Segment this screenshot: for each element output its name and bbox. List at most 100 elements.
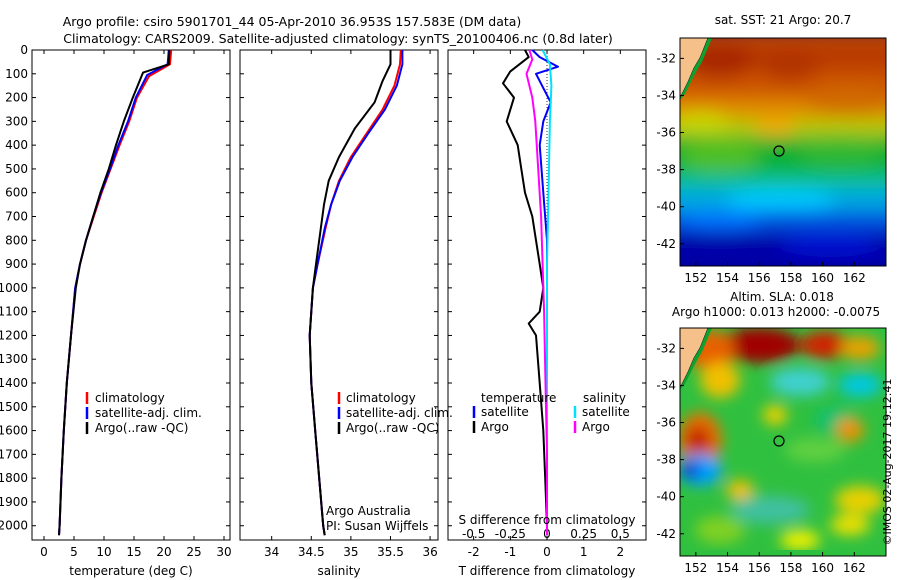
x-tick-label: 34 bbox=[264, 545, 279, 559]
series-line-salinity-argo bbox=[525, 49, 548, 536]
x-tick-label: 15 bbox=[126, 545, 141, 559]
difference-legend: temperature satellite Argo salinity sate… bbox=[472, 391, 630, 434]
temperature-axis-label: temperature (deg C) bbox=[69, 564, 192, 578]
legend-label-sal-argo: Argo bbox=[582, 420, 610, 434]
t-diff-tick-label: -2 bbox=[468, 545, 480, 559]
x-tick-label: 25 bbox=[186, 545, 201, 559]
depth-tick-label: 100 bbox=[5, 67, 28, 81]
s-diff-tick-label: -0.5 bbox=[462, 527, 485, 541]
depth-tick-label: 1400 bbox=[0, 376, 28, 390]
latitude-tick-label: -42 bbox=[656, 527, 676, 541]
s-diff-tick-label: -0.25 bbox=[495, 527, 526, 541]
x-tick-label: 20 bbox=[156, 545, 171, 559]
depth-tick-label: 1100 bbox=[0, 305, 28, 319]
latitude-tick-label: -40 bbox=[656, 490, 676, 504]
x-tick-label: 35.5 bbox=[377, 545, 404, 559]
depth-tick-label: 700 bbox=[5, 210, 28, 224]
legend-label-argo: Argo(..raw -QC) bbox=[95, 421, 188, 435]
depth-tick-label: 2000 bbox=[0, 519, 28, 533]
sst-heatmap bbox=[680, 38, 886, 266]
depth-tick-label: 1800 bbox=[0, 471, 28, 485]
t-diff-tick-label: -1 bbox=[504, 545, 516, 559]
depth-tick-label: 200 bbox=[5, 91, 28, 105]
sla-map-title: Altim. SLA: 0.018 bbox=[730, 290, 834, 304]
depth-tick-label: 800 bbox=[5, 233, 28, 247]
t-difference-axis-label: T difference from climatology bbox=[458, 564, 636, 578]
x-tick-label: 35 bbox=[343, 545, 358, 559]
sla-heatmap bbox=[680, 328, 886, 556]
latitude-tick-label: -32 bbox=[656, 51, 676, 65]
legend-label-satellite: satellite-adj. clim. bbox=[346, 406, 453, 420]
sst-map-frame bbox=[679, 37, 887, 267]
salinity-axis-label: salinity bbox=[317, 564, 360, 578]
longitude-tick-label: 162 bbox=[843, 271, 866, 285]
latitude-tick-label: -32 bbox=[656, 341, 676, 355]
longitude-tick-label: 154 bbox=[716, 271, 739, 285]
depth-tick-label: 1000 bbox=[0, 281, 28, 295]
longitude-tick-label: 156 bbox=[748, 271, 771, 285]
x-tick-label: 36 bbox=[422, 545, 437, 559]
longitude-tick-label: 158 bbox=[779, 271, 802, 285]
longitude-tick-label: 154 bbox=[716, 561, 739, 575]
latitude-tick-label: -36 bbox=[656, 416, 676, 430]
latitude-tick-label: -38 bbox=[656, 453, 676, 467]
latitude-tick-label: -36 bbox=[656, 126, 676, 140]
salinity-legend: climatology satellite-adj. clim. Argo(..… bbox=[337, 391, 453, 435]
credit-pi: PI: Susan Wijffels bbox=[326, 519, 428, 533]
depth-tick-label: 600 bbox=[5, 186, 28, 200]
depth-tick-label: 1700 bbox=[0, 447, 28, 461]
copyright-timestamp: ©IMOS 02-Aug-2017 19:12:41 bbox=[881, 379, 894, 546]
x-tick-label: 30 bbox=[216, 545, 231, 559]
latitude-tick-label: -34 bbox=[656, 88, 676, 102]
legend-label-climatology: climatology bbox=[95, 391, 165, 405]
x-tick-label: 0 bbox=[40, 545, 48, 559]
longitude-tick-label: 158 bbox=[779, 561, 802, 575]
t-diff-tick-label: 1 bbox=[580, 545, 588, 559]
longitude-tick-label: 152 bbox=[684, 271, 707, 285]
depth-tick-label: 1300 bbox=[0, 352, 28, 366]
x-tick-label: 10 bbox=[96, 545, 111, 559]
s-diff-tick-label: 0.25 bbox=[570, 527, 597, 541]
series-line-satellite-adj-clim bbox=[308, 50, 404, 536]
depth-tick-label: 900 bbox=[5, 257, 28, 271]
series-line-salinity-satellite bbox=[541, 49, 553, 536]
sla-map-subtitle: Argo h1000: 0.013 h2000: -0.0075 bbox=[672, 305, 880, 319]
legend-label-argo: Argo(..raw -QC) bbox=[346, 421, 439, 435]
temperature-legend: climatology satellite-adj. clim. Argo(..… bbox=[85, 391, 202, 435]
legend-label-climatology: climatology bbox=[346, 391, 416, 405]
series-line-argo-raw-qc bbox=[58, 49, 171, 536]
longitude-tick-label: 160 bbox=[811, 271, 834, 285]
t-diff-tick-label: 2 bbox=[617, 545, 625, 559]
figure-subtitle: Climatology: CARS2009. Satellite-adjuste… bbox=[63, 31, 613, 46]
depth-tick-label: 300 bbox=[5, 114, 28, 128]
temperature-plot-frame bbox=[31, 49, 231, 541]
credit-organization: Argo Australia bbox=[326, 504, 411, 518]
x-tick-label: 34.5 bbox=[298, 545, 325, 559]
legend-label-temp-satellite: satellite bbox=[481, 405, 529, 419]
legend-label-satellite: satellite-adj. clim. bbox=[95, 406, 202, 420]
figure-title: Argo profile: csiro 5901701_44 05-Apr-20… bbox=[63, 14, 522, 29]
sst-profile-location-marker bbox=[773, 145, 785, 157]
depth-tick-label: 1500 bbox=[0, 400, 28, 414]
depth-tick-label: 1600 bbox=[0, 424, 28, 438]
depth-tick-label: 1900 bbox=[0, 495, 28, 509]
latitude-tick-label: -42 bbox=[656, 237, 676, 251]
longitude-tick-label: 152 bbox=[684, 561, 707, 575]
latitude-tick-label: -40 bbox=[656, 200, 676, 214]
latitude-tick-label: -38 bbox=[656, 163, 676, 177]
series-line-temperature-argo bbox=[502, 49, 548, 536]
longitude-tick-label: 160 bbox=[811, 561, 834, 575]
t-diff-tick-label: 0 bbox=[543, 545, 551, 559]
legend-title-salinity: salinity bbox=[583, 391, 626, 405]
series-line-argo-raw-qc bbox=[308, 50, 392, 536]
depth-tick-label: 400 bbox=[5, 138, 28, 152]
latitude-tick-label: -34 bbox=[656, 378, 676, 392]
depth-tick-label: 500 bbox=[5, 162, 28, 176]
longitude-tick-label: 156 bbox=[748, 561, 771, 575]
depth-tick-label: 0 bbox=[20, 43, 28, 57]
legend-label-sal-satellite: satellite bbox=[582, 405, 630, 419]
s-difference-axis-label: S difference from climatology bbox=[459, 513, 636, 527]
sla-map-frame bbox=[679, 327, 887, 557]
depth-tick-label: 1200 bbox=[0, 328, 28, 342]
